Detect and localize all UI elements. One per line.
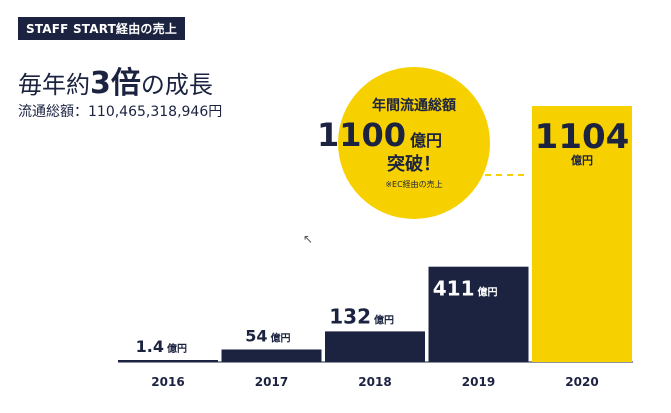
headline-prefix: 毎年約	[18, 71, 90, 99]
bar-2019	[428, 266, 529, 362]
callout-note: ※EC経由の売上	[385, 179, 442, 189]
tick-label-2016: 2016	[151, 375, 184, 389]
tick-label-2020: 2020	[565, 375, 598, 389]
bar-2020	[532, 106, 632, 362]
data-label-2016: 1.4	[136, 337, 164, 356]
section-tag: STAFF START経由の売上	[18, 17, 186, 40]
data-label-2019: 411	[433, 277, 475, 301]
unit-label-2020: 億円	[571, 153, 593, 167]
bar-2017	[221, 349, 322, 362]
headline-suffix: の成長	[140, 71, 213, 99]
data-label-2017: 54	[245, 326, 267, 345]
mouse-cursor-icon: ↖	[303, 232, 314, 246]
callout-circle	[338, 67, 490, 219]
bar-2016	[118, 360, 218, 362]
tick-label-2018: 2018	[358, 375, 391, 389]
headline-emphasis: 3倍	[90, 66, 141, 101]
tick-label-2017: 2017	[255, 375, 288, 389]
bar-2018	[325, 331, 425, 362]
unit-label-2016: 億円	[167, 342, 187, 355]
callout-line3: 突破！	[387, 153, 441, 175]
data-label-2020: 1104	[535, 117, 630, 157]
data-label-2018: 132	[329, 304, 371, 328]
unit-label-2019: 億円	[478, 286, 498, 299]
unit-label-2018: 億円	[374, 313, 394, 326]
callout-number: 1100	[317, 116, 406, 154]
callout-unit: 億円	[410, 131, 442, 150]
total-value: 110,465,318,946円	[88, 104, 223, 120]
callout-line1: 年間流通総額	[372, 97, 456, 114]
unit-label-2017: 億円	[271, 331, 291, 344]
total-sales: 流通総額：110,465,318,946円	[18, 101, 222, 121]
tick-label-2019: 2019	[462, 375, 495, 389]
headline: 毎年約3倍の成長	[18, 58, 213, 102]
total-label: 流通総額：	[18, 104, 88, 120]
